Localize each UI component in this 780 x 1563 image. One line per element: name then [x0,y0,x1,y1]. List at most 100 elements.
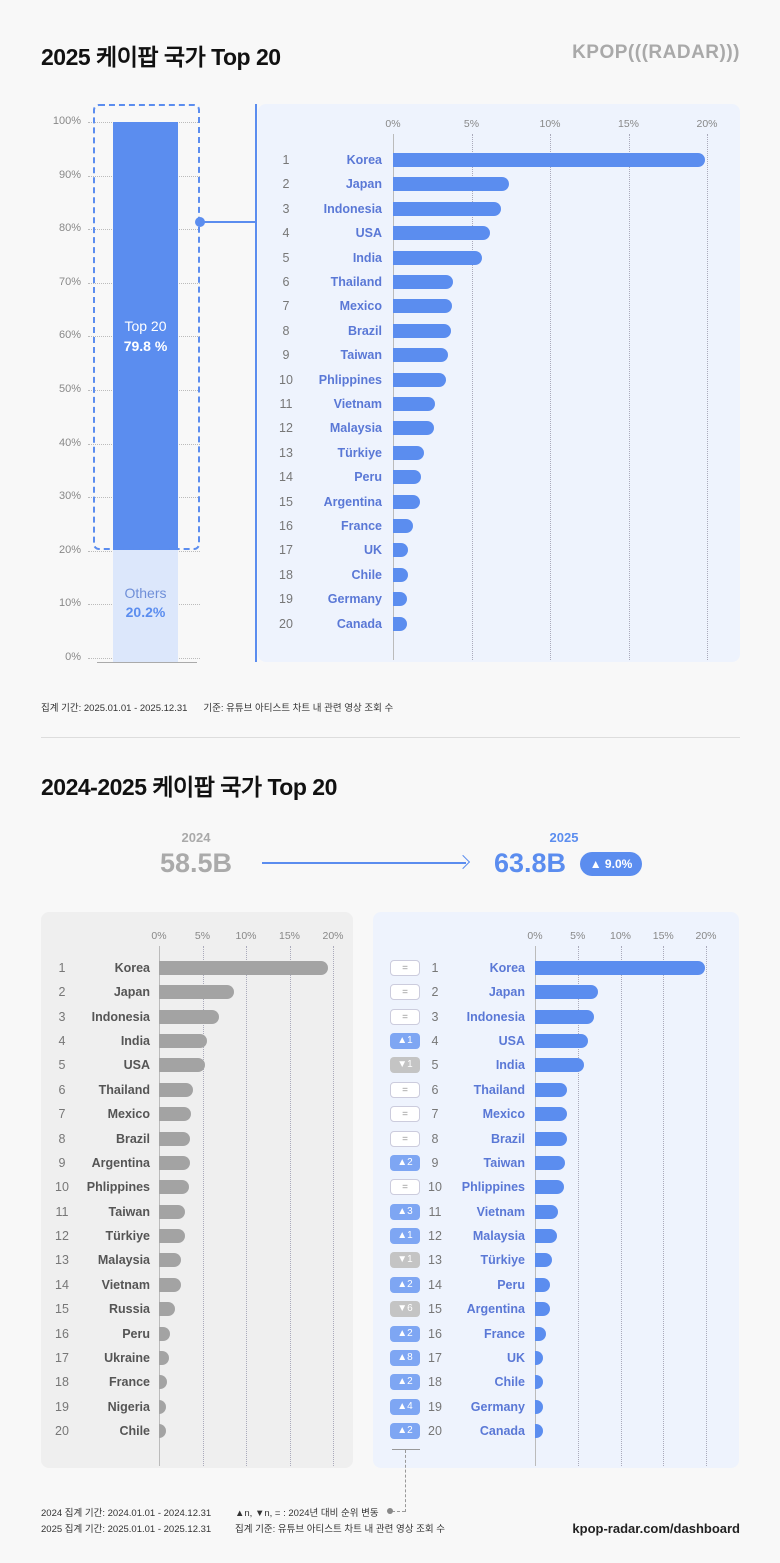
rank-number: 14 [279,470,293,485]
bar [535,1204,559,1219]
rank-number: 2 [58,985,66,1000]
divider [41,737,740,738]
country-label: Indonesia [466,1009,525,1024]
arrow-icon [262,862,466,864]
rank-change-badge: = [390,1081,420,1098]
rank-number: 15 [55,1302,69,1317]
country-label: Vietnam [333,397,382,411]
x-tick-label: 15% [652,930,674,942]
bar [393,592,408,607]
bar [535,1131,567,1146]
bar [159,1375,167,1390]
country-label: India [352,250,382,265]
y-tick-label: 50% [58,383,81,395]
country-label: Indonesia [323,201,382,216]
bar [535,1302,550,1317]
footer-period-2024: 2024 집계 기간: 2024.01.01 - 2024.12.31 [41,1508,212,1519]
rank-number: 18 [279,567,293,582]
legend-leader [392,1511,405,1512]
gridline [471,134,473,660]
country-label: Nigeria [107,1399,150,1414]
country-label: Peru [354,470,382,485]
x-tick-label: 10% [609,930,632,942]
connector-dot [195,217,205,227]
top20-label: Top 20 [124,318,167,334]
rank-number: 9 [431,1155,439,1170]
rank-number: 4 [58,1034,66,1049]
country-label: Chile [494,1375,525,1390]
arrow-head-icon [455,854,471,870]
rank-number: 3 [58,1009,66,1024]
gridline [246,946,247,1466]
bar [535,1009,594,1024]
rank-number: 9 [282,348,290,363]
bar [159,1229,186,1244]
y-tick-label: 80% [58,222,81,235]
rank-number: 10 [428,1180,442,1195]
rank-number: 7 [282,299,290,314]
bar [393,177,510,192]
rank-change-badge: ▲2 [390,1423,420,1440]
rank-number: 17 [279,543,293,558]
country-label: Türkiye [480,1253,525,1268]
rank-number: 7 [431,1107,439,1122]
others-value: 20.2% [125,604,166,620]
rank-change-badge: ▲4 [390,1398,420,1415]
rank-number: 14 [55,1277,69,1292]
rank-number: 6 [431,1082,439,1097]
page-title: 2025 케이팝 국가 Top 20 [41,44,281,70]
country-label: France [484,1326,525,1341]
bar [393,494,420,509]
bar [393,275,453,289]
rank-change-badge: ▲8 [390,1349,420,1366]
rank-number: 16 [55,1326,69,1341]
rank-number: 7 [58,1107,66,1122]
legend-leader [392,1449,420,1450]
bar [535,1277,551,1292]
bar [159,1204,186,1219]
rank-number: 11 [428,1204,442,1219]
footer-url[interactable]: kpop-radar.com/dashboard [572,1521,740,1536]
chart-2025-panel [258,104,740,662]
rank-number: 18 [428,1375,442,1390]
bar [393,250,483,265]
rank-number: 1 [58,961,66,975]
rank-number: 10 [55,1180,69,1195]
country-label: Malaysia [472,1229,525,1244]
rank-number: 12 [55,1229,69,1244]
rank-change-badge: ▲2 [390,1325,420,1342]
country-label: Türkiye [337,445,382,460]
rank-change-badge: = [390,984,420,1001]
rank-change-badge: ▼1 [390,1057,420,1074]
rank-number: 3 [282,201,290,216]
gridline [550,134,551,660]
rank-number: 19 [55,1399,69,1414]
bar [159,1180,189,1195]
country-label: Canada [479,1424,525,1439]
connector-line [255,104,257,662]
others-label: Others [124,585,167,601]
rank-number: 13 [279,445,293,460]
rank-number: 15 [428,1302,442,1317]
country-label: Argentina [323,494,382,509]
rank-number: 8 [431,1131,439,1146]
rank-number: 13 [428,1253,442,1268]
x-tick-label: 20% [695,930,717,942]
chart-2024-panel [41,912,353,1468]
country-label: Brazil [347,323,382,338]
bar [535,1229,558,1244]
y-tick-label: 0% [65,651,81,663]
country-label: Ukraine [104,1350,150,1365]
country-label: Korea [114,961,150,975]
bar [393,153,706,167]
bar [393,372,447,387]
bar [393,323,452,338]
country-label: Thailand [98,1082,150,1097]
country-label: Thailand [330,275,382,289]
x-tick-label: 10% [235,930,257,942]
rank-number: 16 [279,519,293,533]
country-label: Phlippines [461,1180,525,1195]
bar [159,1424,166,1439]
country-label: Mexico [107,1107,150,1122]
gridline [663,946,665,1466]
